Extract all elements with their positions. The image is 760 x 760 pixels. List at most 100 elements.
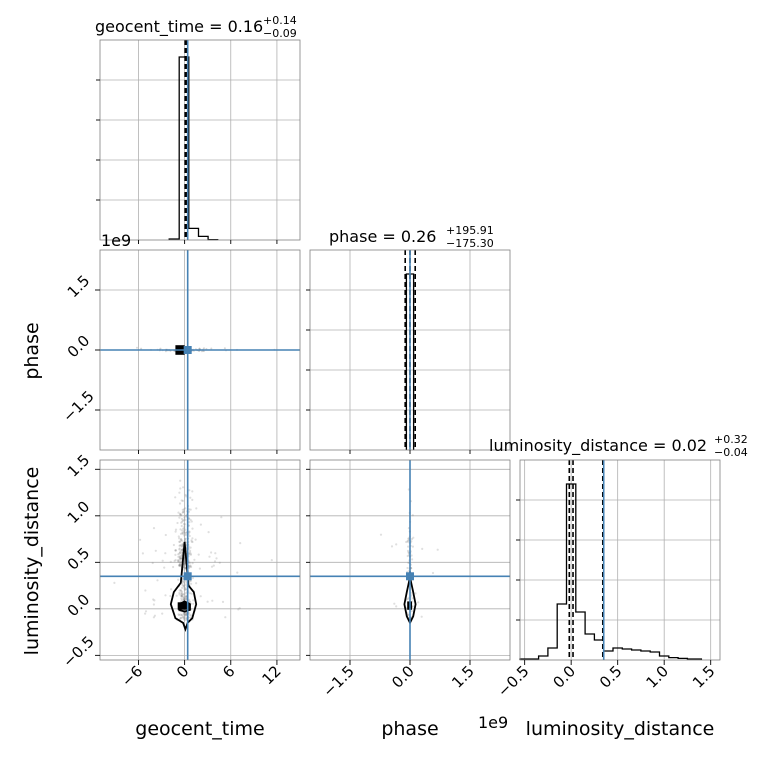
panel-2-0-sample-85 bbox=[194, 538, 197, 541]
panel-2-0-sample-152 bbox=[179, 514, 182, 517]
panel-2-0-sample-69 bbox=[237, 608, 240, 611]
panel-2-0-sample-490 bbox=[183, 516, 186, 519]
panel-2-2-xtick-label-2: 0.5 bbox=[596, 662, 626, 692]
title-phase-minus: −175.30 bbox=[446, 237, 494, 250]
panel-2-0-sample-393 bbox=[174, 530, 177, 533]
panel-2-0-sample-266 bbox=[183, 598, 186, 601]
xlabel-geocent-time: geocent_time bbox=[135, 718, 264, 740]
panel-2-0-sample-104 bbox=[182, 597, 185, 600]
panel-2-0-sample-106 bbox=[181, 508, 184, 511]
panel-2-0-sample-465 bbox=[184, 539, 187, 542]
panel-0-0-frame bbox=[99, 39, 301, 241]
panel-2-0-sample-79 bbox=[184, 618, 187, 622]
panel-2-1-sample-86 bbox=[411, 514, 414, 517]
panel-2-0-sample-180 bbox=[189, 496, 192, 499]
panel-2-1-sample-61 bbox=[417, 601, 420, 604]
panel-2-0-sample-356 bbox=[169, 594, 172, 598]
panel-2-0-sample-73 bbox=[178, 564, 182, 568]
panel-2-0-sample-102 bbox=[179, 479, 182, 482]
panel-2-0-sample-384 bbox=[181, 616, 184, 619]
sample-points-layer bbox=[113, 346, 439, 622]
panel-2-0-sample-211 bbox=[180, 538, 183, 541]
panel-2-1-sample-18 bbox=[411, 545, 414, 548]
panel-2-0-sample-157 bbox=[177, 553, 180, 556]
panel-2-1-sample-15 bbox=[406, 539, 409, 542]
panel-2-0-sample-472 bbox=[184, 532, 187, 535]
title-luminosity-distance: luminosity_distance = 0.02 +0.32 −0.04 bbox=[489, 433, 748, 459]
panel-2-0-sample-434 bbox=[179, 539, 182, 542]
panel-2-0-sample-324 bbox=[178, 589, 181, 592]
panel-2-0-sample-273 bbox=[189, 565, 192, 568]
title-phase: phase = 0.26 +195.91 −175.30 bbox=[329, 224, 494, 250]
panel-2-0-sample-267 bbox=[184, 583, 187, 586]
panel-2-1-sample-2 bbox=[407, 561, 410, 564]
panel-2-0-sample-429 bbox=[173, 559, 176, 563]
panel-1-0-sample-30 bbox=[203, 347, 205, 350]
panel-2-0-sample-358 bbox=[152, 598, 155, 601]
title-phase-plus: +195.91 bbox=[446, 224, 494, 237]
panel-2-0-sample-365 bbox=[152, 616, 155, 619]
panel-2-0-sample-373 bbox=[188, 598, 191, 601]
panel-2-0-sample-174 bbox=[181, 542, 184, 546]
title-geocent-time-plus: +0.14 bbox=[263, 14, 297, 27]
panel-2-0-sample-143 bbox=[215, 557, 218, 560]
panel-2-1-sample-76 bbox=[420, 615, 423, 618]
panel-2-0-xtick-label-1: 0 bbox=[173, 662, 192, 681]
panel-2-0-sample-458 bbox=[177, 560, 180, 563]
panel-2-0-sample-453 bbox=[180, 595, 183, 598]
title-geocent-time: geocent_time = 0.16 +0.14 −0.09 bbox=[95, 14, 297, 40]
panel-2-0-sample-158 bbox=[164, 552, 167, 555]
panel-2-0-sample-514 bbox=[178, 551, 182, 554]
panel-2-0-sample-203 bbox=[177, 560, 180, 563]
panel-2-0-sample-209 bbox=[239, 542, 242, 545]
panel-2-0-sample-67 bbox=[184, 567, 187, 570]
panel-2-0-ytick-label-2: 0.5 bbox=[64, 544, 94, 574]
panel-2-0-sample-494 bbox=[181, 543, 184, 546]
panel-0-0-histogram bbox=[168, 56, 219, 241]
panel-2-0-sample-21 bbox=[184, 614, 187, 617]
panel-2-0-sample-468 bbox=[181, 539, 184, 542]
panel-2-0-sample-183 bbox=[199, 595, 202, 598]
panel-2-0-sample-251 bbox=[208, 555, 211, 558]
panel-2-0-sample-287 bbox=[183, 588, 186, 591]
panel-2-0-sample-406 bbox=[180, 538, 183, 541]
panel-2-0-sample-268 bbox=[181, 586, 184, 590]
panel-2-0-sample-455 bbox=[161, 559, 164, 562]
panel-2-0-sample-403 bbox=[177, 613, 180, 616]
panel-2-0-sample-45 bbox=[179, 557, 182, 560]
panel-2-0-ytick-label-0: −0.5 bbox=[59, 633, 97, 671]
panel-2-0-sample-214 bbox=[182, 596, 186, 599]
panel-2-0-sample-378 bbox=[178, 491, 181, 494]
panel-2-0-sample-238 bbox=[174, 553, 177, 557]
panel-1-0-sample-34 bbox=[210, 347, 213, 350]
panel-2-0-sample-107 bbox=[184, 518, 187, 522]
panel-2-1-sample-39 bbox=[379, 533, 383, 536]
panel-2-0-sample-136 bbox=[270, 559, 273, 562]
panel-2-0-sample-487 bbox=[178, 547, 181, 550]
panel-2-0-sample-282 bbox=[178, 591, 181, 595]
panel-2-2-histogram bbox=[519, 483, 703, 660]
panel-2-0-sample-208 bbox=[182, 522, 185, 526]
panel-2-0-sample-499 bbox=[184, 523, 187, 526]
panel-2-0-sample-58 bbox=[188, 564, 191, 568]
panel-2-0-sample-131 bbox=[184, 493, 187, 497]
panel-2-0-sample-405 bbox=[221, 600, 225, 604]
panel-2-0-sample-1 bbox=[189, 564, 192, 567]
panel-2-0-sample-165 bbox=[178, 564, 181, 567]
panel-2-0-sample-176 bbox=[236, 571, 239, 574]
panel-2-1-sample-1 bbox=[407, 613, 410, 616]
panel-2-0-sample-426 bbox=[179, 617, 182, 620]
panel-2-0-sample-43 bbox=[180, 557, 183, 560]
panel-2-0-sample-508 bbox=[184, 588, 187, 591]
panel-2-0-xtick-label-3: 12 bbox=[258, 662, 284, 688]
panel-2-1-sample-73 bbox=[406, 598, 409, 601]
panel-2-0-density-0 bbox=[177, 602, 190, 610]
panel-2-0-sample-139 bbox=[154, 549, 157, 552]
panel-2-0-sample-327 bbox=[178, 516, 181, 519]
panel-2-0-sample-127 bbox=[210, 565, 214, 568]
panel-2-0-sample-410 bbox=[213, 560, 217, 563]
panel-2-0-sample-335 bbox=[183, 616, 186, 620]
panel-2-0-sample-77 bbox=[191, 527, 194, 530]
panel-2-0-sample-189 bbox=[182, 612, 185, 615]
panel-2-0-sample-159 bbox=[181, 577, 185, 581]
